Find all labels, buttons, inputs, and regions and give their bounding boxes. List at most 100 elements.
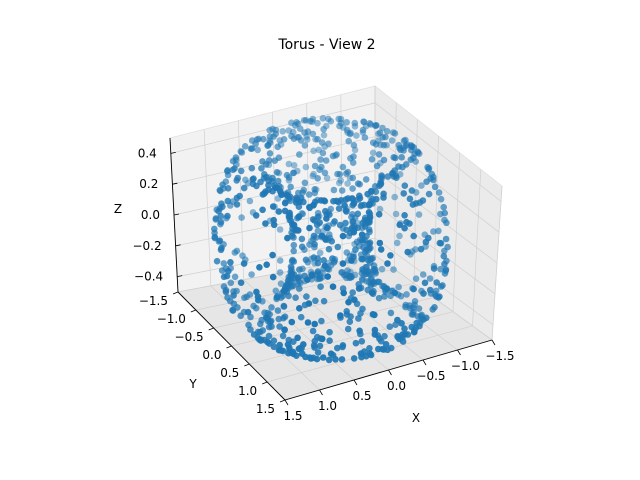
data-point <box>284 234 291 242</box>
data-point <box>305 300 313 307</box>
data-point <box>313 355 321 363</box>
data-point <box>321 262 329 270</box>
data-point <box>236 192 243 200</box>
data-point <box>357 310 364 317</box>
data-point <box>349 218 357 225</box>
data-point <box>399 331 406 338</box>
data-point <box>350 153 357 160</box>
data-point <box>435 189 443 196</box>
data-point <box>425 190 433 198</box>
data-point <box>334 243 342 251</box>
data-point <box>240 184 248 192</box>
y-tick <box>226 345 232 349</box>
data-point <box>368 289 376 297</box>
data-point <box>380 141 388 149</box>
data-point <box>316 166 323 173</box>
data-point <box>377 246 385 253</box>
data-point <box>351 119 359 127</box>
data-point <box>423 178 430 185</box>
data-point <box>290 135 298 142</box>
data-point <box>443 219 450 227</box>
data-point <box>270 343 278 351</box>
data-point <box>375 345 382 353</box>
data-point <box>412 275 420 283</box>
data-point <box>342 219 349 227</box>
data-point <box>220 283 228 290</box>
data-point <box>370 266 378 273</box>
data-point <box>257 336 265 344</box>
data-point <box>339 260 347 267</box>
data-point <box>252 304 260 312</box>
data-point <box>320 257 328 264</box>
data-point <box>375 211 383 218</box>
data-point <box>316 275 324 282</box>
data-point <box>314 349 322 356</box>
data-point <box>400 147 407 154</box>
data-point <box>341 202 348 209</box>
data-point <box>323 174 331 182</box>
data-point <box>336 221 344 229</box>
data-point <box>426 275 434 282</box>
data-point <box>314 135 321 143</box>
data-point <box>378 265 386 273</box>
data-point <box>266 150 274 157</box>
data-point <box>320 297 328 305</box>
data-point <box>318 335 326 343</box>
x-tick <box>422 359 427 366</box>
data-point <box>351 296 358 304</box>
data-point <box>292 294 299 302</box>
z-tick <box>170 152 176 154</box>
x-tick-label: 0.5 <box>352 389 371 403</box>
x-tick <box>457 349 461 356</box>
data-point <box>337 177 345 184</box>
data-point <box>219 181 226 188</box>
data-point <box>256 264 263 271</box>
data-point <box>371 122 379 129</box>
z-tick-label: −0.2 <box>132 239 161 253</box>
data-point <box>421 279 429 287</box>
data-point <box>248 271 255 278</box>
data-point <box>311 241 318 248</box>
data-point <box>265 332 273 340</box>
data-point <box>258 165 265 172</box>
data-point <box>311 162 319 170</box>
data-point <box>390 266 397 273</box>
data-point <box>323 215 330 222</box>
data-point <box>223 272 231 280</box>
data-point <box>252 212 260 219</box>
data-point <box>413 319 421 327</box>
data-point <box>237 312 244 320</box>
data-point <box>306 224 313 232</box>
data-point <box>382 341 390 348</box>
data-point <box>314 259 322 267</box>
data-point <box>320 126 327 133</box>
data-point <box>437 265 444 273</box>
data-point <box>306 204 314 212</box>
data-point <box>319 354 327 361</box>
data-point <box>318 317 325 325</box>
data-point <box>339 232 347 240</box>
data-point <box>440 252 448 260</box>
data-point <box>218 244 225 252</box>
data-point <box>280 136 288 143</box>
data-point <box>441 260 448 268</box>
data-point <box>262 161 270 168</box>
data-point <box>393 239 401 247</box>
data-point <box>317 283 324 291</box>
data-point <box>264 315 271 322</box>
data-point <box>375 294 383 302</box>
data-point <box>352 339 360 347</box>
data-point <box>358 231 366 238</box>
data-point <box>376 205 384 213</box>
data-point <box>368 156 376 163</box>
data-point <box>401 212 408 219</box>
data-point <box>321 169 329 177</box>
data-point <box>349 159 357 166</box>
data-point <box>281 326 288 334</box>
y-tick-label: −0.5 <box>175 330 204 344</box>
x-tick-label: 1.5 <box>283 409 302 423</box>
data-point <box>388 137 396 144</box>
data-point <box>285 127 293 134</box>
data-point <box>316 342 324 350</box>
data-point <box>274 143 282 151</box>
